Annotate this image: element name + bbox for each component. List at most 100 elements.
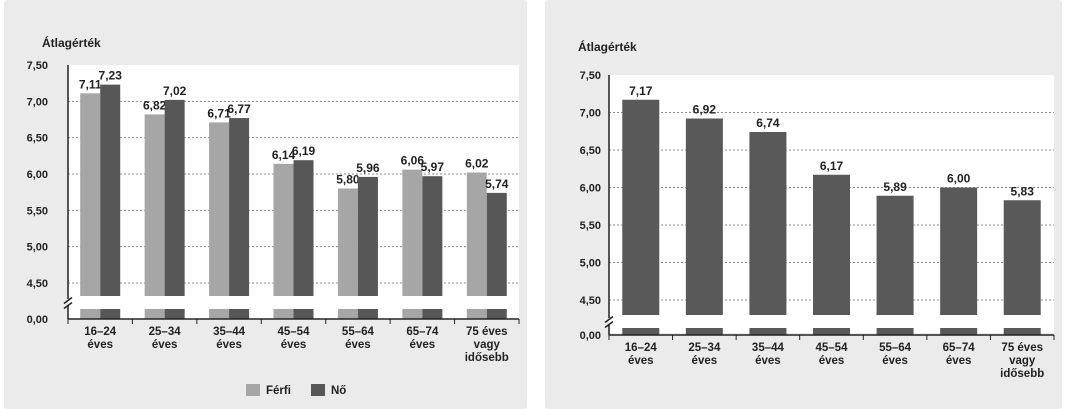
bar-base — [940, 328, 978, 335]
data-label: 7,17 — [629, 84, 653, 98]
bar — [144, 114, 165, 296]
y-tick-label: 0,00 — [580, 330, 601, 342]
bar — [685, 118, 723, 315]
x-category-label: éves — [281, 339, 307, 351]
data-label: 7,23 — [99, 69, 123, 83]
x-category-label: 75 éves — [466, 326, 508, 338]
x-category-label: éves — [345, 339, 371, 351]
bar — [1003, 200, 1041, 315]
x-category-label: éves — [628, 355, 654, 367]
legend-swatch — [246, 384, 260, 396]
data-label: 6,74 — [756, 116, 780, 130]
y-tick-label: 6,00 — [580, 183, 601, 195]
bar — [80, 93, 101, 296]
data-label: 5,89 — [883, 180, 907, 194]
data-label: 6,82 — [143, 98, 167, 112]
x-category-label: 55–64 — [342, 326, 375, 338]
bar-base — [749, 328, 787, 335]
bar — [209, 122, 230, 296]
bar — [749, 132, 787, 315]
x-category-label: 55–64 — [879, 342, 912, 354]
y-tick-label: 7,00 — [27, 96, 48, 108]
y-tick-label: 7,00 — [580, 108, 601, 120]
axis-break-mark — [63, 296, 73, 305]
bar-base — [164, 309, 185, 319]
bar — [337, 188, 358, 296]
x-category-label: 35–44 — [213, 326, 246, 338]
y-tick-label: 7,50 — [580, 70, 601, 82]
x-category-label: idősebb — [1000, 368, 1044, 380]
y-axis-label: Átlagérték — [578, 39, 637, 54]
bar-base — [80, 309, 101, 319]
data-label: 6,06 — [401, 154, 425, 168]
data-label: 6,02 — [465, 157, 489, 171]
bar-base — [876, 328, 914, 335]
data-label: 6,19 — [292, 144, 316, 158]
bar — [164, 99, 185, 296]
y-axis-label: Átlagérték — [42, 35, 101, 50]
bar-base — [1003, 328, 1041, 335]
bar — [813, 174, 850, 315]
bar — [273, 163, 294, 296]
data-label: 6,17 — [820, 159, 844, 173]
y-tick-label: 0,00 — [27, 314, 48, 326]
data-label: 6,71 — [207, 106, 231, 120]
x-category-label: 65–74 — [943, 342, 976, 354]
y-tick-label: 6,50 — [27, 133, 48, 145]
y-tick-label: 5,00 — [580, 258, 601, 270]
x-category-label: éves — [946, 355, 972, 367]
data-label: 5,97 — [421, 160, 445, 174]
axis-break-mark — [604, 315, 614, 324]
x-category-label: éves — [87, 339, 113, 351]
axis-break-mark — [63, 301, 73, 310]
data-label: 5,83 — [1011, 184, 1035, 198]
x-category-label: éves — [755, 355, 781, 367]
data-label: 7,02 — [163, 84, 187, 98]
x-category-label: éves — [410, 339, 436, 351]
x-category-label: éves — [819, 355, 845, 367]
bar — [876, 195, 914, 315]
x-category-label: 65–74 — [406, 326, 439, 338]
bar-base — [813, 328, 850, 335]
bar-base — [685, 328, 723, 335]
bar-base — [293, 309, 314, 319]
bar — [940, 187, 978, 315]
x-category-label: vagy — [474, 339, 501, 351]
x-category-label: 25–34 — [149, 326, 182, 338]
data-label: 6,77 — [227, 102, 251, 116]
bar-base — [486, 309, 507, 319]
x-category-label: vagy — [1009, 355, 1036, 367]
bar-base — [466, 309, 487, 319]
bar-base — [229, 309, 250, 319]
x-category-label: éves — [692, 355, 718, 367]
bar-base — [100, 309, 121, 319]
x-category-label: éves — [152, 339, 178, 351]
chart-total-by-age: Átlagérték 7,50 7,00 6,50 6,00 5,50 5,00 4,50 0,… — [578, 39, 1055, 380]
chart-panel-total: Átlagérték 7,50 7,00 6,50 6,00 5,50 5,00 4,50 0,… — [545, 0, 1062, 409]
data-label: 5,96 — [356, 161, 380, 175]
bar — [293, 160, 314, 296]
bar — [466, 172, 487, 296]
axis-break-mark — [604, 320, 614, 329]
bar — [357, 176, 378, 296]
data-label: 6,14 — [272, 148, 296, 162]
bar — [402, 169, 423, 296]
x-category-label: idősebb — [465, 352, 509, 364]
x-category-label: 16–24 — [625, 342, 658, 354]
y-tick-label: 5,00 — [27, 242, 48, 254]
data-label: 6,92 — [693, 103, 717, 117]
bar — [100, 84, 121, 297]
bar — [229, 118, 250, 297]
x-category-label: 75 éves — [1001, 342, 1043, 354]
x-category-label: 45–54 — [278, 326, 311, 338]
legend-label: Nő — [331, 385, 346, 397]
bar — [622, 99, 660, 315]
chart-gender-by-age: Átlagérték 7,50 7,00 6,50 6,00 5,50 5,00 4,50 0,… — [27, 35, 520, 397]
data-label: 7,11 — [79, 77, 102, 91]
y-tick-label: 4,50 — [27, 278, 48, 290]
y-tick-label: 5,50 — [27, 205, 48, 217]
bar-base — [209, 309, 230, 319]
y-tick-label: 6,50 — [580, 145, 601, 157]
y-tick-label: 4,50 — [580, 295, 601, 307]
bar — [422, 176, 443, 296]
